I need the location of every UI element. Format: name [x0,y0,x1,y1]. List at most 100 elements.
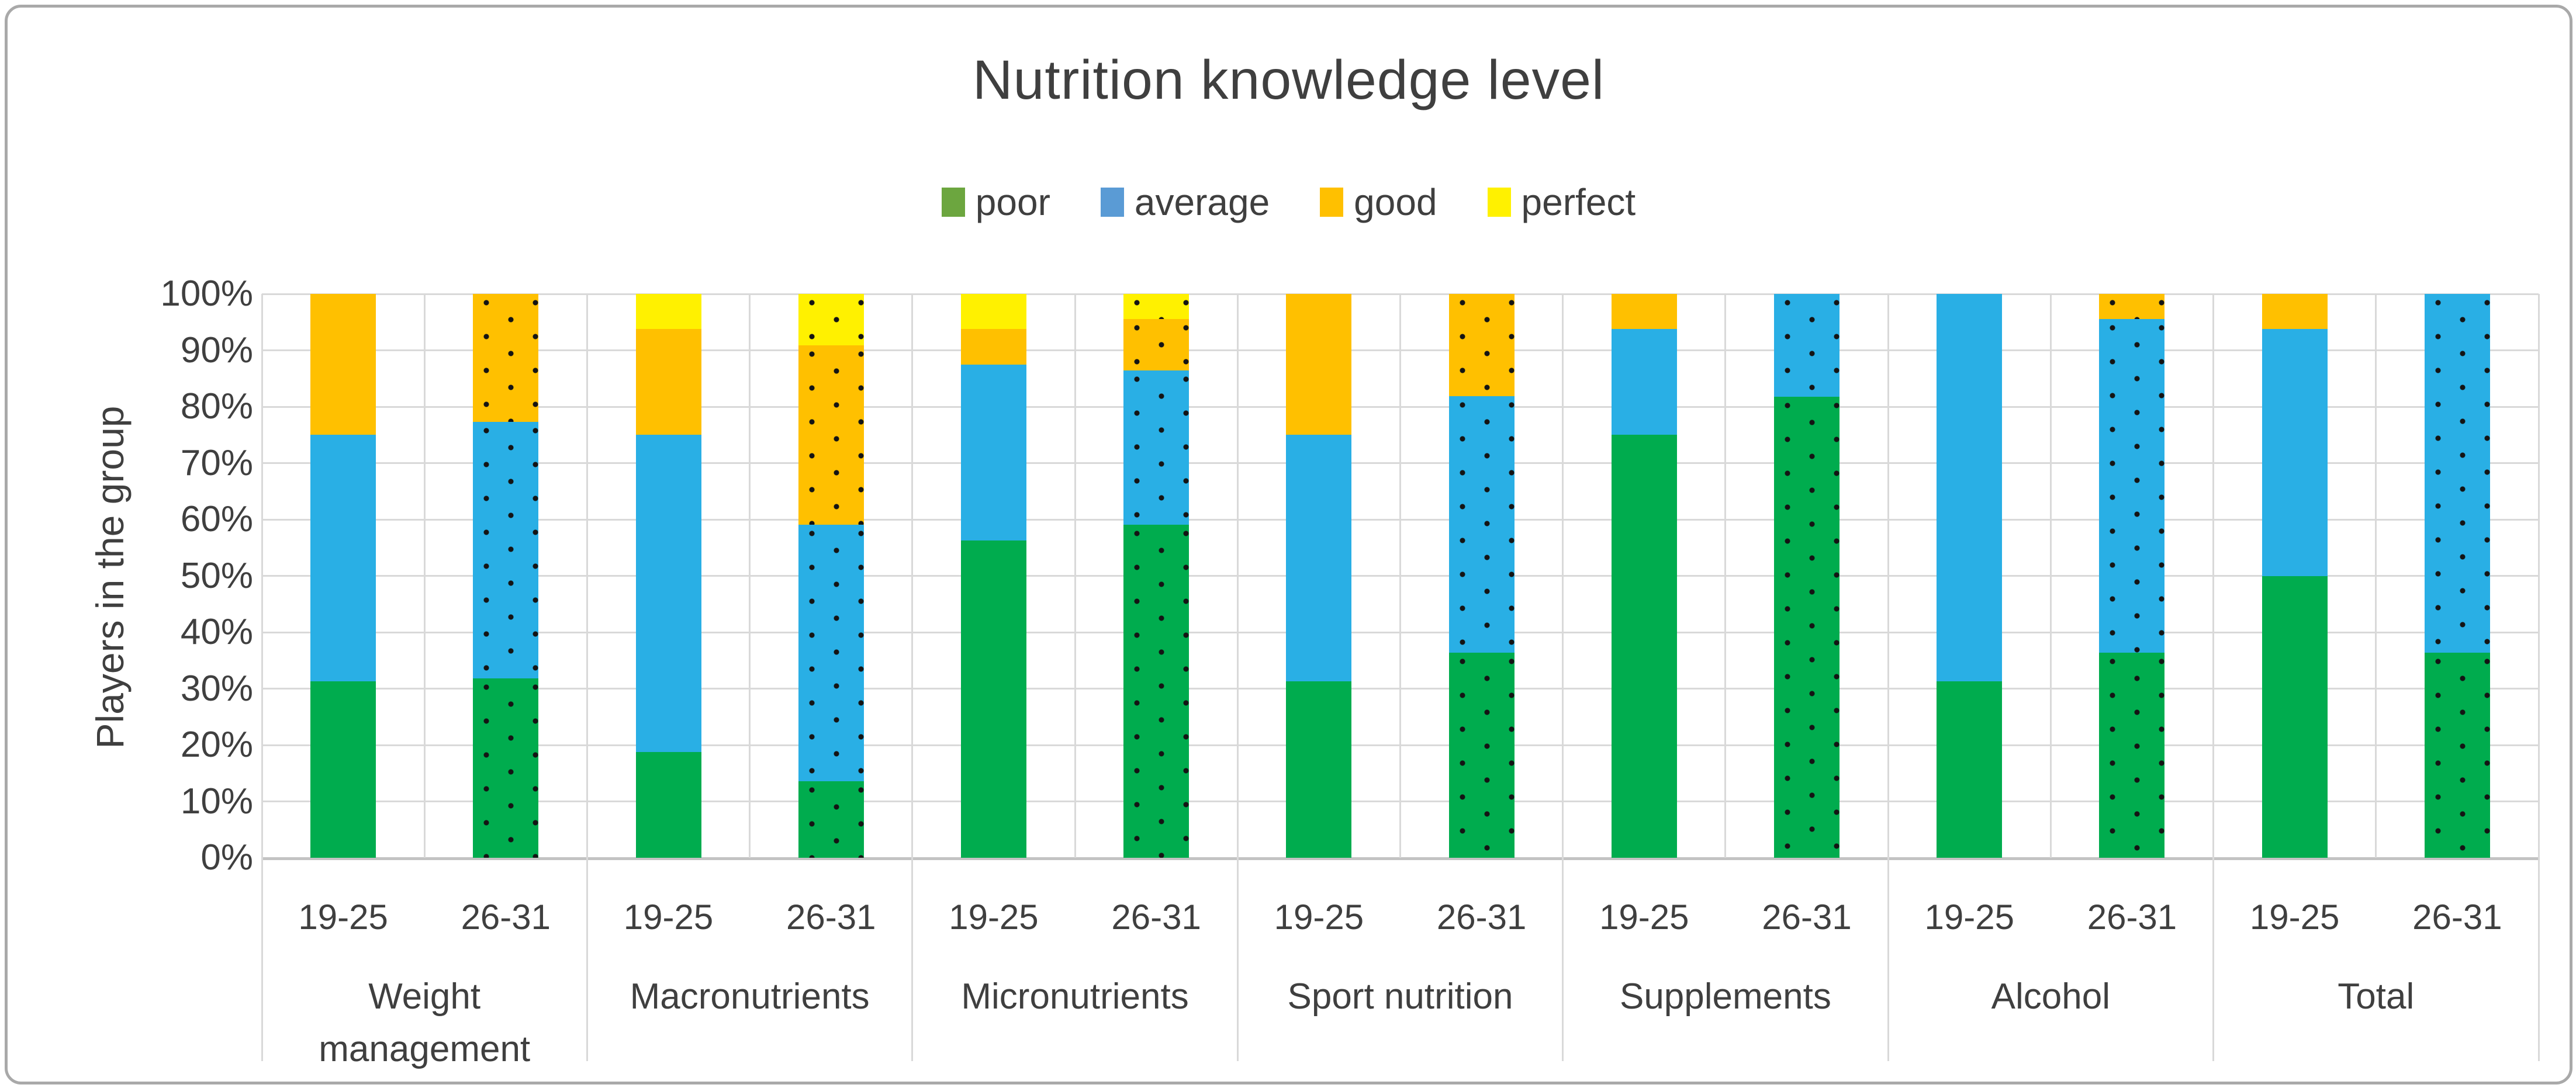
category-label: Sport nutrition [1237,971,1562,1023]
age-group-label: 19-25 [1599,898,1689,937]
legend-label: perfect [1521,181,1636,223]
gridline-v [2537,294,2540,858]
bar-segment-poor [1774,396,1840,858]
gridline-v [911,294,914,858]
category-separator [1562,858,1564,1061]
bar-segment-good [2262,294,2328,330]
gridline-v [1887,294,1889,858]
bar-segment-average [310,435,376,682]
age-group-label: 26-31 [2412,898,2502,937]
bar-segment-poor [2424,652,2490,858]
bar-segment-average [2424,294,2490,653]
legend-swatch-good [1320,188,1344,217]
y-tick-label: 50% [180,555,253,596]
category-label: Weight management [262,971,587,1076]
category-separator [2537,858,2540,1061]
category-label: Macronutrients [587,971,912,1023]
age-group-label: 26-31 [2087,898,2177,937]
age-group-label: 26-31 [1111,898,1201,937]
chart-title: Nutrition knowledge level [972,49,1605,111]
category-separator [2212,858,2215,1061]
category-label-line: Sport nutrition [1287,976,1513,1017]
bar-segment-poor [1123,524,1190,858]
y-tick-label: 0% [200,837,253,878]
bar-segment-perfect [960,294,1026,330]
legend-swatch-poor [941,188,965,217]
y-tick-label: 90% [180,330,253,370]
age-group-label: 19-25 [1924,898,2014,937]
bar-segment-average [2262,329,2328,576]
bar-segment-poor [2262,576,2328,858]
age-group-label: 19-25 [1274,898,1364,937]
bar-segment-perfect [635,294,701,330]
plot-area [261,293,2540,860]
gridline-v [1724,294,1727,858]
legend-item: poor [941,181,1050,224]
bar-segment-poor [2099,652,2165,858]
category-label-line: management [319,1028,531,1069]
category-label-line: Alcohol [1991,976,2111,1017]
legend-label: good [1354,181,1437,223]
bar-segment-perfect [1123,294,1190,320]
legend-swatch-perfect [1487,188,1511,217]
bar-segment-good [1448,294,1515,396]
bar-segment-average [1448,396,1515,653]
bar-segment-average [1774,294,1840,397]
gridline-v [1562,294,1564,858]
age-group-label: 19-25 [623,898,714,937]
age-group-label: 19-25 [298,898,388,937]
gridline-v [2375,294,2377,858]
bar-segment-poor [635,752,701,858]
bar-segment-average [635,435,701,753]
category-label-line: Macronutrients [630,976,870,1017]
category-label: Total [2214,971,2539,1023]
bar-segment-average [960,364,1026,541]
bar-segment-good [1286,294,1352,435]
bar-segment-good [1611,294,1677,330]
bar-segment-average [1937,294,2003,682]
category-label-line: Micronutrients [961,976,1189,1017]
bar-segment-perfect [798,294,864,345]
age-group-label: 26-31 [461,898,551,937]
y-tick-label: 80% [180,386,253,427]
y-tick-label: 30% [180,668,253,709]
gridline-v [261,294,263,858]
legend-swatch-average [1100,188,1124,217]
y-tick-label: 100% [160,273,253,314]
age-group-label: 26-31 [786,898,876,937]
gridline-v [2212,294,2215,858]
category-separator [911,858,914,1061]
bar-segment-poor [1286,681,1352,858]
category-separator [1887,858,1889,1061]
bar-segment-poor [310,681,376,858]
legend-item: average [1100,181,1270,224]
legend: poor average good perfect [8,181,2570,224]
bar-segment-good [473,294,539,422]
y-tick-label: 10% [180,781,253,822]
bar-segment-average [798,524,864,781]
legend-item: good [1320,181,1437,224]
gridline-v [423,294,426,858]
gridline-v [586,294,588,858]
bar-segment-poor [798,781,864,858]
age-group-label: 26-31 [1762,898,1852,937]
bar-segment-good [2099,294,2165,320]
gridline-v [2049,294,2052,858]
bar-segment-poor [1611,435,1677,858]
y-tick-label: 40% [180,612,253,652]
bar-segment-average [1286,435,1352,682]
bar-segment-poor [473,678,539,858]
gridline-v [1399,294,1401,858]
bar-segment-average [2099,319,2165,653]
bar-segment-good [635,329,701,435]
bar-segment-poor [1937,681,2003,858]
x-axis-line [262,857,2539,860]
bar-segment-average [1123,370,1190,525]
y-tick-label: 20% [180,725,253,765]
bar-segment-good [310,294,376,435]
bar-segment-average [473,422,539,679]
gridline-v [1074,294,1076,858]
bar-segment-good [960,329,1026,365]
category-label: Alcohol [1888,971,2213,1023]
legend-label: poor [975,181,1050,223]
